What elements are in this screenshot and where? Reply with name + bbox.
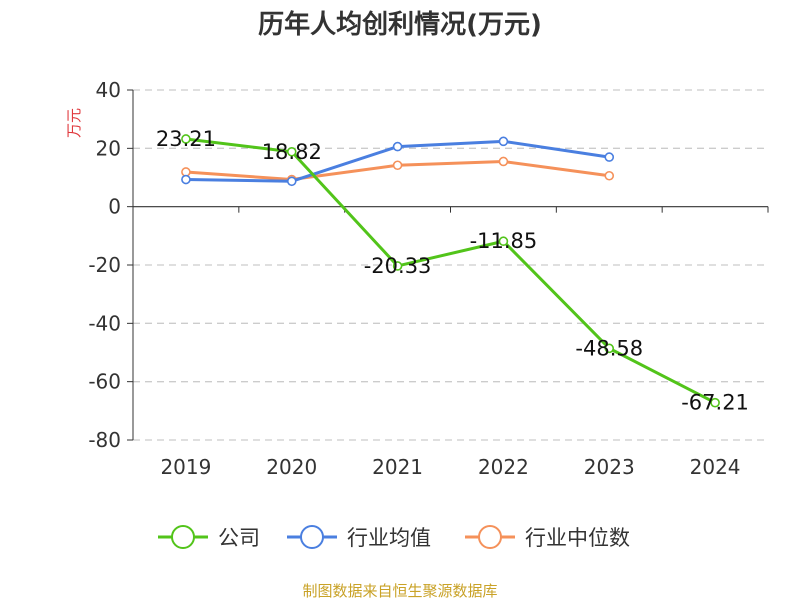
data-point-industry_avg <box>181 174 191 185</box>
y-tick-label: -40 <box>88 311 121 335</box>
x-tick-label: 2021 <box>372 455 423 479</box>
legend-marker <box>300 525 324 549</box>
legend-marker <box>171 525 195 549</box>
data-point-industry_avg <box>286 176 297 187</box>
data-label: -48.58 <box>575 336 643 360</box>
legend-item-industry_median: 行业中位数 <box>465 525 630 550</box>
x-tick-label: 2022 <box>478 455 529 479</box>
data-point-industry_avg <box>498 136 509 147</box>
y-tick-label: 0 <box>108 195 121 219</box>
legend-item-industry_avg: 行业均值 <box>287 525 431 550</box>
x-tick-label: 2020 <box>266 455 317 479</box>
source-note: 制图数据来自恒生聚源数据库 <box>302 582 497 600</box>
legend-label: 行业均值 <box>347 526 431 550</box>
data-label: -20.33 <box>364 254 432 278</box>
data-point-company <box>604 343 615 354</box>
data-point-company <box>286 146 297 157</box>
series-industry_median <box>181 156 615 185</box>
legend-item-company: 公司 <box>158 525 260 550</box>
axes: 40 20 0 -20 -40 -60 -80 2019 2020 2021 2022 2023 202… <box>88 78 769 479</box>
data-label: -11.85 <box>470 229 538 253</box>
y-tick-label: -80 <box>88 428 121 452</box>
data-label: 18.82 <box>262 140 322 164</box>
data-point-industry_median <box>498 156 509 167</box>
y-tick-label: -20 <box>88 253 121 277</box>
data-label: 23.21 <box>156 127 216 151</box>
data-point-industry_median <box>604 170 615 181</box>
chart-title: 历年人均创利情况(万元) <box>258 9 542 40</box>
series-line-company <box>185 137 716 405</box>
x-tick-label: 2023 <box>584 455 635 479</box>
series <box>181 134 720 408</box>
legend-marker <box>478 525 502 549</box>
x-tick-label: 2024 <box>690 455 741 479</box>
data-point-industry_median <box>392 160 403 171</box>
legend-label: 公司 <box>218 526 260 550</box>
y-tick-label: 40 <box>96 78 121 102</box>
data-point-company <box>710 397 720 408</box>
data-label: -67.21 <box>681 391 749 415</box>
legend-label: 行业中位数 <box>525 526 630 550</box>
data-point-company <box>392 261 403 271</box>
data-point-company <box>181 134 191 144</box>
data-point-industry_avg <box>392 141 403 152</box>
grid <box>133 89 768 441</box>
x-tick-label: 2019 <box>160 455 211 479</box>
legend: 公司 行业均值 行业中位数 <box>158 525 630 550</box>
data-point-industry_avg <box>604 152 615 162</box>
y-tick-label: -60 <box>88 370 121 394</box>
series-industry_avg <box>181 136 615 187</box>
data-labels: 23.21 18.82 -20.33 -11.85 -48.58 -67.21 <box>156 127 749 415</box>
y-tick-label: 20 <box>96 136 121 160</box>
series-company <box>181 134 720 408</box>
data-point-company <box>498 236 509 247</box>
y-axis-label: 万元 <box>65 108 83 138</box>
